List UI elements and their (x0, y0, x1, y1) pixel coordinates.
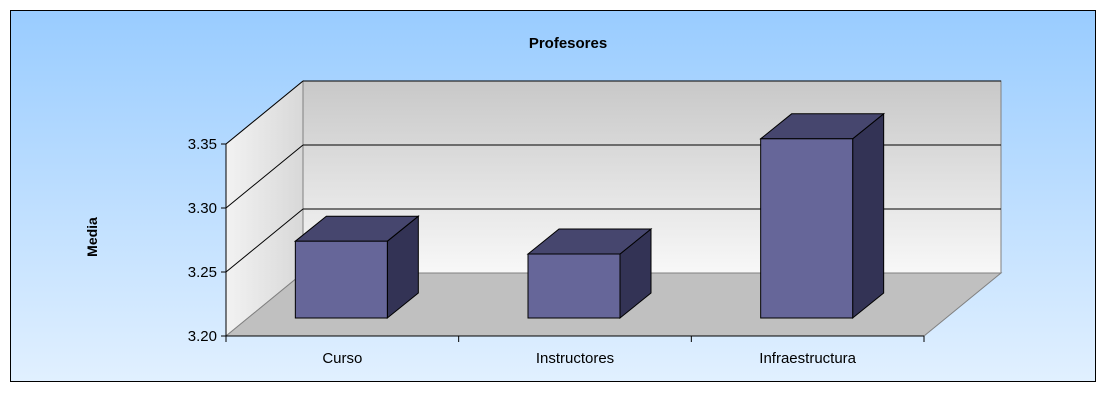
bar-front (294, 240, 388, 319)
chart-svg: 3.20 3.25 3.30 3.35 Curso Instructores Infraes… (84, 35, 1003, 367)
gridlines (225, 80, 1001, 273)
bars (293, 112, 886, 320)
chart-title: Profesores (529, 35, 607, 52)
bar-side (852, 112, 885, 320)
bar-3 (759, 112, 886, 320)
gridline-side (225, 144, 304, 209)
y-tick-label: 3.35 (188, 136, 217, 153)
axes (221, 143, 925, 342)
x-tick-label: Infraestructura (759, 350, 856, 367)
x-tick-label: Instructores (536, 350, 614, 367)
chart-frame: 3.20 3.25 3.30 3.35 Curso Instructores Infraes… (10, 10, 1096, 382)
labels: 3.20 3.25 3.30 3.35 Curso Instructores Infraes… (188, 136, 857, 367)
bar-2 (526, 227, 653, 320)
x-tick-label: Curso (322, 350, 362, 367)
y-tick-label: 3.20 (188, 328, 217, 345)
gridline-side (225, 80, 304, 145)
bar-1 (293, 215, 420, 320)
y-tick-label: 3.30 (188, 200, 217, 217)
gridline-side (225, 208, 304, 273)
y-axis-label: Media (84, 217, 100, 257)
bar-front (527, 253, 621, 319)
y-tick-label: 3.25 (188, 264, 217, 281)
bar-front (760, 138, 854, 319)
